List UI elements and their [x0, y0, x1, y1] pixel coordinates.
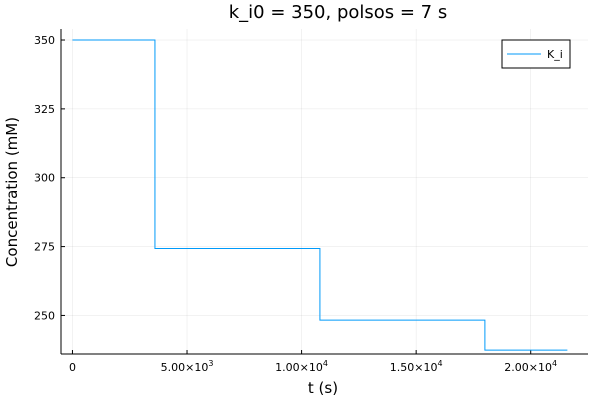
- x-tick-exponent: 4: [552, 359, 557, 368]
- x-tick-exponent: 4: [323, 359, 328, 368]
- y-tick-label: 325: [34, 103, 55, 116]
- y-tick-label: 275: [34, 241, 55, 254]
- series-layer: [72, 39, 568, 351]
- chart-title: k_i0 = 350, polsos = 7 s: [229, 2, 448, 23]
- y-tick-label: 250: [34, 309, 55, 322]
- x-axis-label: t (s): [308, 379, 338, 397]
- x-tick-label: 2.00×104: [504, 359, 557, 374]
- grid: [61, 29, 588, 354]
- x-tick-label: 1.50×104: [390, 359, 443, 374]
- x-tick-label: 0: [69, 361, 76, 374]
- x-tick-label: 5.00×103: [161, 359, 214, 374]
- y-tick-label: 350: [34, 34, 55, 47]
- legend-label: K_i: [547, 48, 563, 61]
- x-axis-ticks: 0 5.00×103 1.00×104 1.50×104 2.00×104: [69, 350, 557, 374]
- legend: K_i: [501, 39, 571, 69]
- y-axis-ticks: 250 275 300 325 350: [34, 34, 65, 322]
- x-tick-exponent: 4: [437, 359, 442, 368]
- x-tick-label: 1.00×104: [275, 359, 328, 374]
- y-axis-label: Concentration (mM): [3, 117, 21, 267]
- x-tick-exponent: 3: [208, 359, 213, 368]
- y-tick-label: 300: [34, 172, 55, 185]
- plot-frame: [60, 29, 588, 355]
- series-line-k-i: [72, 39, 568, 351]
